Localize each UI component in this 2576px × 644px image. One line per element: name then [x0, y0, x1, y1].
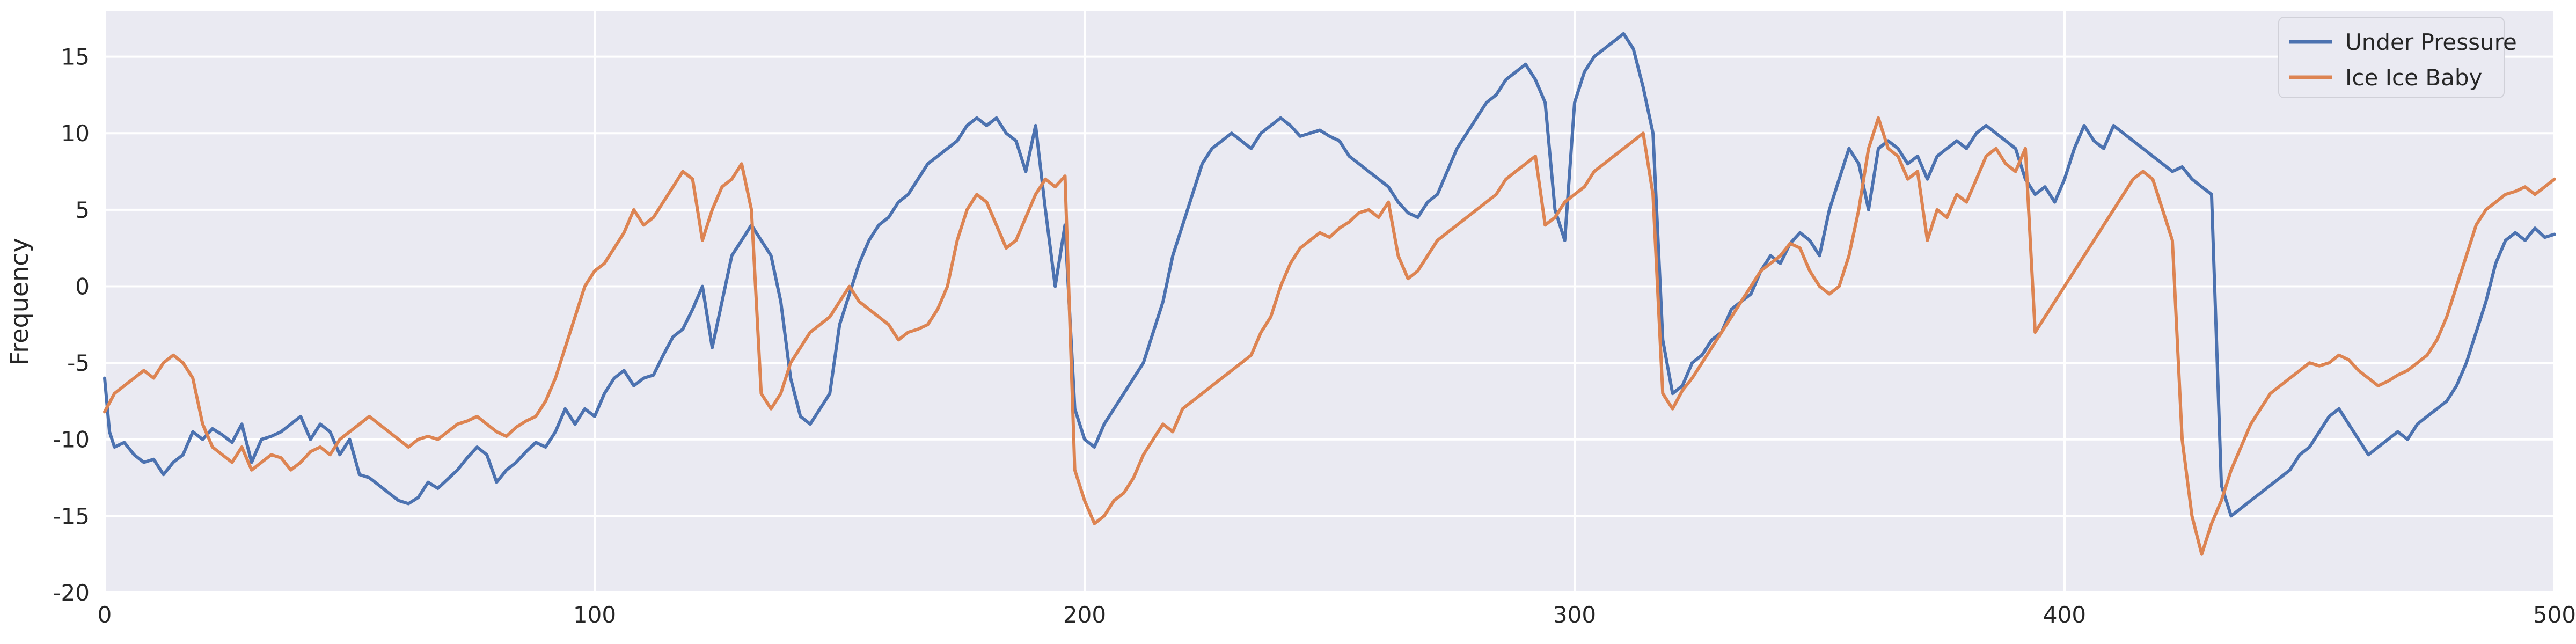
x-tick-label: 400 [2043, 602, 2086, 628]
x-tick-label: 0 [98, 602, 112, 628]
y-axis-ticks: -20 -15 -10 -5 0 5 10 15 [53, 44, 90, 606]
y-tick-label: 10 [61, 120, 90, 147]
y-tick-label: 5 [75, 197, 90, 223]
y-tick-label: 15 [61, 44, 90, 70]
series-layer [103, 32, 2556, 556]
series-line-under-pressure [103, 32, 2556, 518]
plot-background [105, 11, 2555, 592]
x-tick-label: 300 [1553, 602, 1596, 628]
grid-lines [104, 11, 2556, 594]
y-tick-label: -15 [53, 503, 90, 529]
y-axis-label: Frequency [5, 238, 34, 365]
x-tick-label: 500 [2533, 602, 2576, 628]
legend-entry: Ice Ice Baby [2345, 64, 2482, 91]
legend: Under Pressure Ice Ice Baby [2278, 17, 2517, 98]
y-tick-label: -20 [53, 580, 90, 606]
y-tick-label: -5 [67, 350, 90, 376]
x-tick-label: 100 [573, 602, 616, 628]
y-tick-label: -10 [53, 427, 90, 453]
x-axis-ticks: 0 100 200 300 400 500 [98, 602, 2576, 628]
y-tick-label: 0 [75, 273, 90, 299]
x-tick-label: 200 [1063, 602, 1106, 628]
legend-entry: Under Pressure [2345, 29, 2517, 55]
series-line-ice-ice-baby [103, 116, 2556, 556]
legend-box [2278, 17, 2505, 98]
